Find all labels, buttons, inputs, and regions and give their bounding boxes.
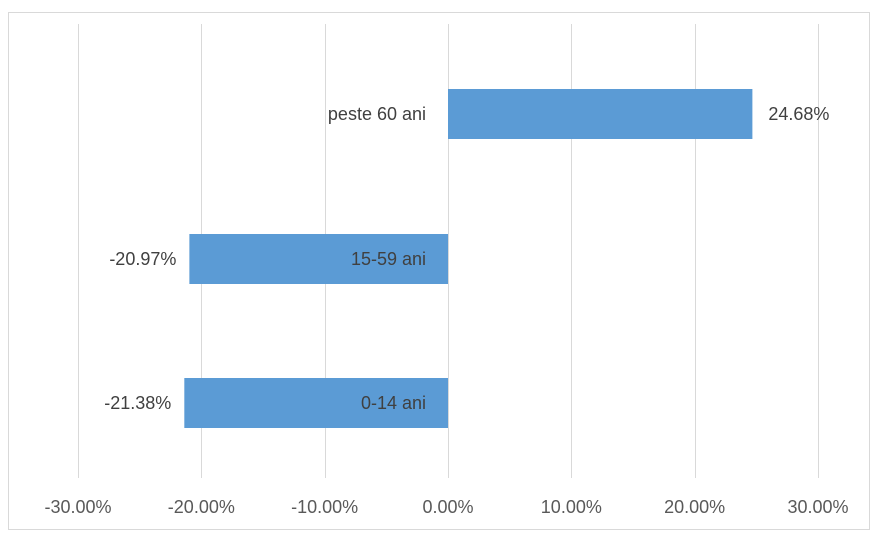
bar-2 (184, 378, 448, 428)
category-label-1: 15-59 ani (351, 249, 426, 269)
labels: peste 60 ani 24.68% 15-59 ani -20.97% 0-14 a… (104, 104, 829, 413)
data-label-2: -21.38% (104, 393, 171, 413)
x-tick-label-3: 0.00% (422, 497, 473, 517)
category-label-2: 0-14 ani (361, 393, 426, 413)
x-tick-label-1: -20.00% (168, 497, 235, 517)
bars (184, 89, 753, 428)
x-tick-label-0: -30.00% (44, 497, 111, 517)
x-tick-label-4: 10.00% (541, 497, 602, 517)
data-label-0: 24.68% (768, 104, 829, 124)
data-label-1: -20.97% (109, 249, 176, 269)
bar-1 (189, 234, 448, 284)
x-tick-label-5: 20.00% (664, 497, 725, 517)
x-tick-label-6: 30.00% (787, 497, 848, 517)
x-axis-ticks: -30.00% -20.00% -10.00% 0.00% 10.00% 20.00% 30… (44, 497, 848, 517)
bar-0 (448, 89, 753, 139)
category-label-0: peste 60 ani (328, 104, 426, 124)
x-tick-label-2: -10.00% (291, 497, 358, 517)
